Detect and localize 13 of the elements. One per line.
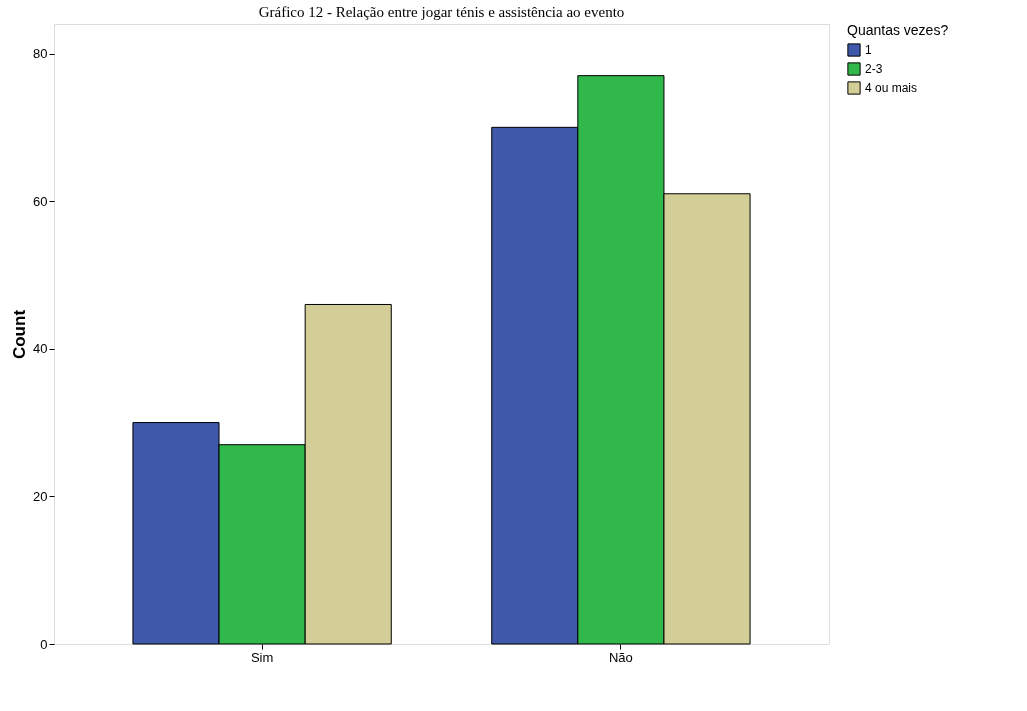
- legend-label: 4 ou mais: [865, 81, 918, 95]
- y-tick-label: 80: [33, 46, 48, 62]
- legend-title: Quantas vezes?: [847, 22, 949, 38]
- chart-title: Gráfico 12 - Relação entre jogar ténis e assistência ao evento: [258, 4, 625, 20]
- y-tick-label: 20: [33, 488, 48, 504]
- x-tick-label: Sim: [250, 649, 274, 665]
- legend-label: 1: [865, 43, 872, 57]
- legend-label: 2-3: [865, 62, 883, 76]
- x-tick-label: Não: [608, 649, 633, 665]
- y-tick-label: 60: [33, 193, 48, 209]
- y-axis-title: Count: [10, 309, 30, 360]
- y-tick-label: 0: [40, 636, 48, 652]
- y-tick-label: 40: [33, 341, 48, 357]
